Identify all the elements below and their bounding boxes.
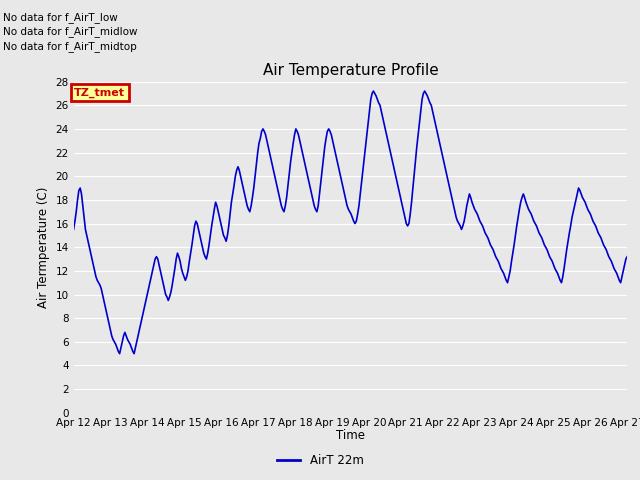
Text: TZ_tmet: TZ_tmet [74, 87, 125, 98]
X-axis label: Time: Time [336, 429, 365, 442]
Y-axis label: Air Termperature (C): Air Termperature (C) [37, 187, 50, 308]
Text: No data for f_AirT_low: No data for f_AirT_low [3, 12, 118, 23]
Text: No data for f_AirT_midtop: No data for f_AirT_midtop [3, 41, 137, 52]
Text: No data for f_AirT_midlow: No data for f_AirT_midlow [3, 26, 138, 37]
Title: Air Temperature Profile: Air Temperature Profile [262, 63, 438, 78]
Legend: AirT 22m: AirT 22m [272, 449, 368, 472]
